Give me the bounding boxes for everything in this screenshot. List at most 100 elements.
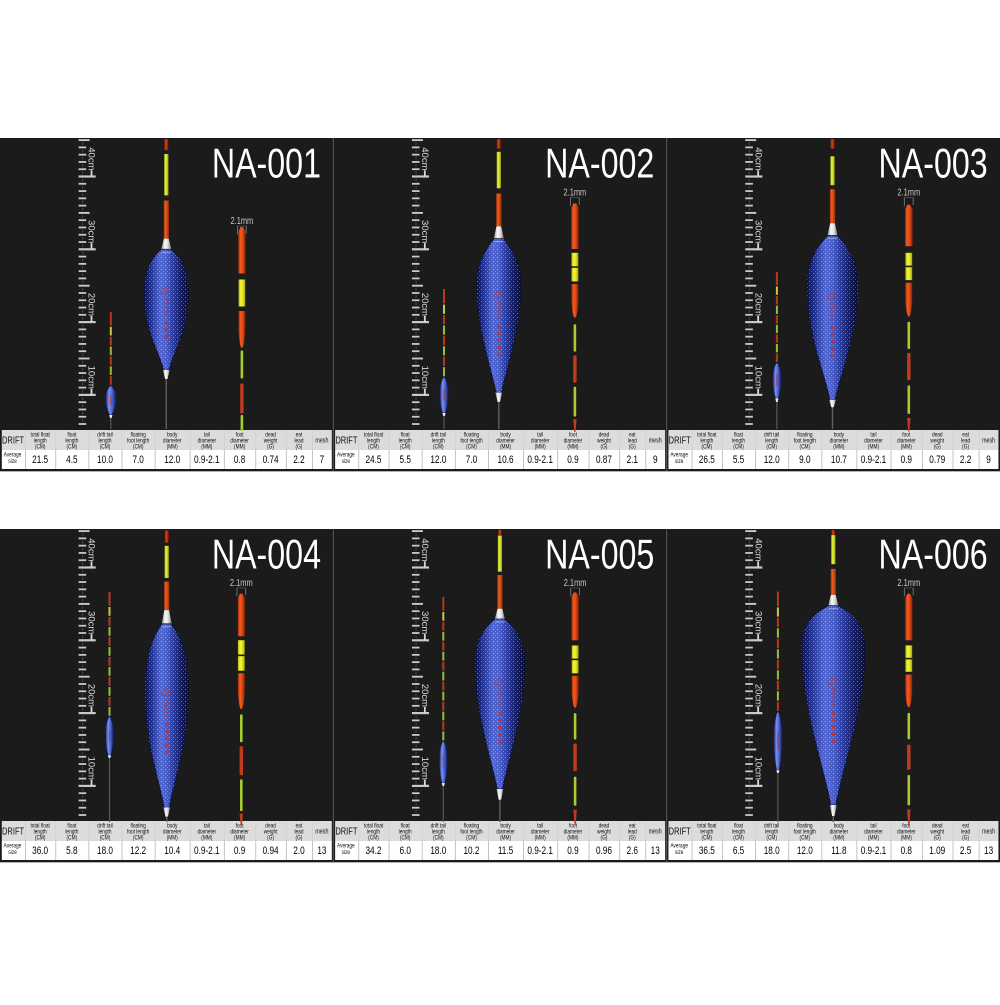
svg-text:13: 13 [984,845,993,857]
svg-text:2.6: 2.6 [627,845,638,857]
svg-text:size: size [8,458,16,465]
svg-text:(CM): (CM) [766,835,777,842]
svg-text:5.5: 5.5 [733,454,744,466]
svg-text:(G): (G) [934,835,941,842]
svg-text:(CM): (CM) [368,835,379,842]
svg-text:(CM): (CM) [733,444,744,451]
svg-text:7.0: 7.0 [132,454,143,466]
svg-text:(MM): (MM) [901,835,912,842]
svg-text:20cm: 20cm [752,293,763,316]
svg-text:10cm: 10cm [86,366,97,389]
svg-text:9.0: 9.0 [799,454,810,466]
svg-text:18.0: 18.0 [430,845,446,857]
svg-text:20cm: 20cm [86,684,97,707]
svg-text:lead: lead [961,438,970,445]
svg-text:0.96: 0.96 [596,845,612,857]
svg-text:foot length: foot length [127,438,149,445]
svg-text:foot length: foot length [794,829,816,836]
svg-text:(MM): (MM) [234,444,245,451]
svg-text:NA-005: NA-005 [545,531,654,578]
svg-text:NA-001: NA-001 [212,140,321,187]
svg-text:dead: dead [599,823,610,830]
svg-text:diameter: diameter [531,829,550,836]
svg-text:drift tail: drift tail [764,823,779,830]
svg-text:size: size [675,849,683,856]
svg-text:foot length: foot length [794,438,816,445]
svg-text:30cm: 30cm [752,220,763,243]
svg-text:dead: dead [265,432,276,439]
svg-text:(G): (G) [962,835,969,842]
svg-text:foot: foot [902,823,910,830]
svg-text:diameter: diameter [830,438,849,445]
svg-text:size: size [342,849,350,856]
svg-text:tail: tail [870,823,876,830]
svg-text:size: size [8,849,16,856]
svg-text:30cm: 30cm [752,611,763,634]
svg-text:0.9: 0.9 [567,454,578,466]
svg-text:mesh: mesh [982,828,995,836]
svg-text:10.0: 10.0 [97,454,113,466]
svg-text:(CM): (CM) [133,835,144,842]
svg-text:lead: lead [294,829,303,836]
svg-text:(CM): (CM) [702,444,713,451]
svg-text:DRIFT: DRIFT [669,434,692,445]
svg-text:tail: tail [537,823,543,830]
svg-text:5.5: 5.5 [399,454,410,466]
svg-text:(MM): (MM) [500,444,511,451]
svg-text:Average: Average [4,843,22,850]
svg-text:length: length [732,829,745,836]
svg-text:diameter: diameter [230,829,249,836]
svg-text:13: 13 [317,845,326,857]
svg-text:(MM): (MM) [833,444,844,451]
svg-text:body: body [834,823,845,830]
svg-text:2.1mm: 2.1mm [897,577,920,588]
svg-text:body: body [167,823,178,830]
svg-text:drift tail: drift tail [764,432,779,439]
svg-text:diameter: diameter [496,438,515,445]
svg-text:(G): (G) [296,835,303,842]
svg-text:(MM): (MM) [833,835,844,842]
svg-text:eat: eat [962,432,969,439]
svg-text:mesh: mesh [982,437,995,445]
svg-text:0.74: 0.74 [263,454,280,466]
svg-text:18.0: 18.0 [764,845,780,857]
svg-text:body: body [500,432,511,439]
svg-text:weight: weight [263,829,278,836]
svg-text:diameter: diameter [163,829,182,836]
svg-text:diameter: diameter [564,438,583,445]
svg-text:Average: Average [670,452,688,459]
svg-text:length: length [399,438,412,445]
svg-text:floating: floating [464,432,479,439]
svg-text:10cm: 10cm [752,757,763,780]
svg-text:40cm: 40cm [752,538,763,561]
svg-text:0.9: 0.9 [901,454,912,466]
svg-text:20cm: 20cm [419,293,430,316]
svg-text:2.1mm: 2.1mm [897,186,920,197]
svg-text:foot length: foot length [127,829,149,836]
svg-text:drift tail: drift tail [97,823,112,830]
svg-text:(CM): (CM) [800,444,811,451]
svg-text:eat: eat [629,823,636,830]
svg-text:40cm: 40cm [419,538,430,561]
svg-text:floating: floating [464,823,479,830]
svg-text:(G): (G) [267,444,274,451]
svg-text:0.87: 0.87 [596,454,612,466]
svg-text:(CM): (CM) [67,835,78,842]
svg-text:(G): (G) [267,835,274,842]
svg-text:9: 9 [986,454,991,466]
svg-text:0.8: 0.8 [234,454,245,466]
svg-text:34.2: 34.2 [365,845,381,857]
svg-text:20cm: 20cm [86,293,97,316]
svg-text:12.0: 12.0 [764,454,780,466]
svg-text:(CM): (CM) [133,444,144,451]
svg-text:tail: tail [204,823,210,830]
svg-text:Average: Average [337,843,355,850]
svg-text:Average: Average [4,452,22,459]
svg-text:size: size [675,458,683,465]
svg-text:0.9-2.1: 0.9-2.1 [861,845,887,857]
svg-text:7.0: 7.0 [466,454,477,466]
svg-text:(G): (G) [629,835,636,842]
svg-text:length: length [732,438,745,445]
svg-text:float: float [734,823,743,830]
svg-text:weight: weight [930,829,945,836]
